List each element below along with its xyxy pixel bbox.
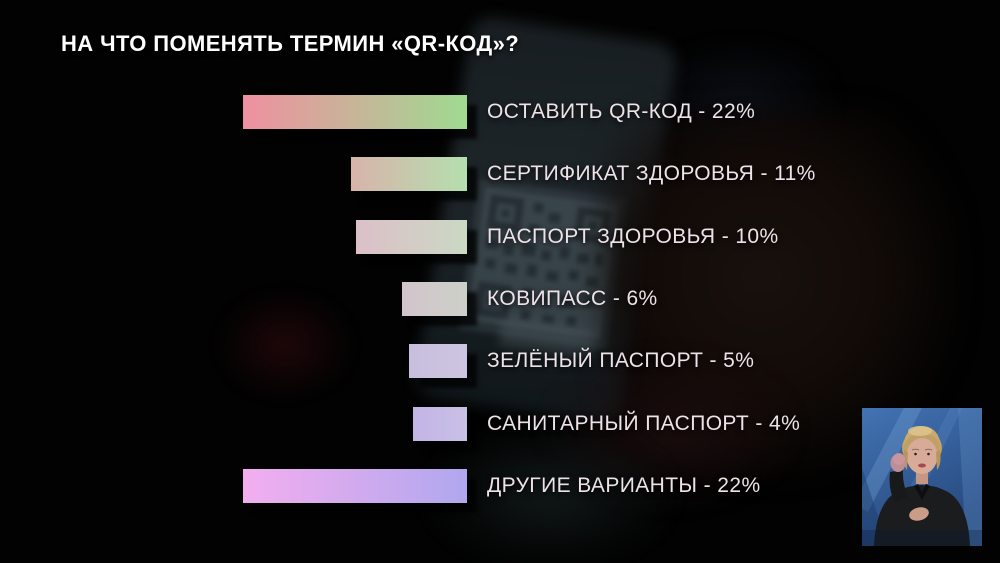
bar [243,469,467,503]
bar-row: КОВИПАСС - 6% [0,282,1000,316]
sign-language-interpreter-video [862,408,982,546]
qr-code-icon [467,187,619,339]
bar-label: ОСТАВИТЬ QR-КОД - 22% [487,100,756,123]
bar-label: САНИТАРНЫЙ ПАСПОРТ - 4% [487,412,801,435]
bar-row: ДРУГИЕ ВАРИАНТЫ - 22% [0,469,1000,503]
bar-label: КОВИПАСС - 6% [487,287,658,310]
bar-row: ЗЕЛЁНЫЙ ПАСПОРТ - 5% [0,344,1000,378]
interpreter-person [862,426,982,546]
bar [409,344,467,378]
bar-label: ПАСПОРТ ЗДОРОВЬЯ - 10% [487,225,779,248]
bar-row: СЕРТИФИКАТ ЗДОРОВЬЯ - 11% [0,157,1000,191]
bar-label: ЗЕЛЁНЫЙ ПАСПОРТ - 5% [487,349,755,372]
bar [413,407,467,441]
bar [402,282,467,316]
bar-row: САНИТАРНЫЙ ПАСПОРТ - 4% [0,407,1000,441]
bar-label: СЕРТИФИКАТ ЗДОРОВЬЯ - 11% [487,162,816,185]
bar [243,95,467,129]
bar-row: ОСТАВИТЬ QR-КОД - 22% [0,95,1000,129]
bar-row: ПАСПОРТ ЗДОРОВЬЯ - 10% [0,220,1000,254]
background-shadow-blob [215,290,355,400]
bar-label: ДРУГИЕ ВАРИАНТЫ - 22% [487,474,761,497]
poll-title: НА ЧТО ПОМЕНЯТЬ ТЕРМИН «QR-КОД»? [61,31,520,56]
bar [356,220,467,254]
bar [351,157,467,191]
